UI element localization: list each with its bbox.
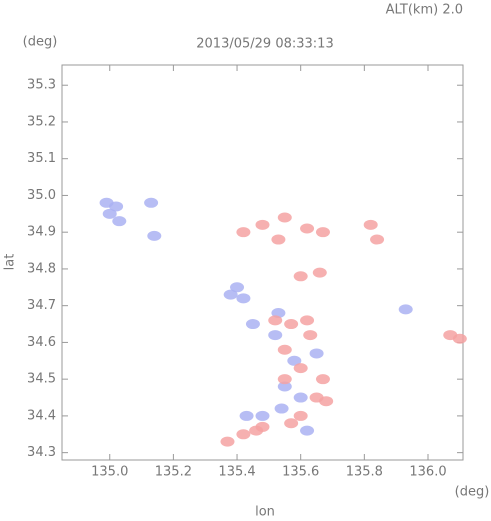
echo-point [293, 363, 308, 374]
echo-point [315, 374, 330, 385]
echo-point [300, 315, 315, 326]
echo-point [144, 197, 159, 208]
echo-point [245, 319, 260, 330]
echo-point [102, 208, 117, 219]
echo-point [363, 219, 378, 230]
y-tick-label: 35.2 [27, 114, 56, 129]
echo-point [300, 223, 315, 234]
echo-point [112, 216, 127, 227]
echo-point [239, 410, 254, 421]
y-tick-label: 35.3 [27, 78, 56, 93]
echo-point [147, 230, 162, 241]
echo-point [223, 289, 238, 300]
echo-point [287, 355, 302, 366]
echo-point [309, 348, 324, 359]
echo-point [236, 293, 251, 304]
echo-point [255, 219, 270, 230]
echo-point [268, 330, 283, 341]
x-axis-label: lon [255, 505, 275, 520]
echo-point [300, 425, 315, 436]
y-tick-label: 34.7 [27, 298, 56, 313]
echo-point [284, 319, 299, 330]
x-tick-label: 135.6 [282, 465, 319, 480]
echo-point [236, 227, 251, 238]
y-tick-label: 34.5 [27, 372, 56, 387]
echo-point [284, 418, 299, 429]
echo-point [277, 374, 292, 385]
x-tick-label: 135.0 [91, 465, 128, 480]
echo-point [274, 403, 289, 414]
echo-point [293, 410, 308, 421]
x-tick-label: 136.0 [409, 465, 446, 480]
y-tick-label: 34.6 [27, 335, 56, 350]
echo-point [312, 267, 327, 278]
echo-point [220, 436, 235, 447]
echo-point [271, 234, 286, 245]
x-unit: (deg) [455, 485, 490, 500]
echo-point [315, 227, 330, 238]
echo-point [398, 304, 413, 315]
echo-point [452, 333, 467, 344]
y-tick-label: 34.8 [27, 261, 56, 276]
echo-point [293, 392, 308, 403]
y-tick-label: 34.3 [27, 445, 56, 460]
y-tick-label: 34.4 [27, 408, 56, 423]
y-unit: (deg) [23, 35, 58, 50]
echo-point [109, 201, 124, 212]
y-tick-label: 35.0 [27, 188, 56, 203]
chart-title: 2013/05/29 08:33:13 [196, 37, 333, 52]
echo-point [303, 330, 318, 341]
y-tick-label: 34.9 [27, 225, 56, 240]
x-tick-label: 135.2 [155, 465, 192, 480]
echo-point [249, 425, 264, 436]
echo-point [319, 396, 334, 407]
y-axis-label: lat [3, 254, 18, 271]
echo-point [277, 344, 292, 355]
echo-point [255, 410, 270, 421]
plot-frame [61, 64, 464, 461]
echo-point [370, 234, 385, 245]
x-tick-label: 135.4 [218, 465, 255, 480]
x-tick-label: 135.8 [346, 465, 383, 480]
echo-point [277, 381, 292, 392]
echo-point [268, 315, 283, 326]
echo-point [230, 282, 245, 293]
y-tick-label: 35.1 [27, 151, 56, 166]
echo-point [277, 212, 292, 223]
altitude: ALT(km) 2.0 [386, 3, 463, 18]
echo-point [236, 429, 251, 440]
echo-point [293, 271, 308, 282]
